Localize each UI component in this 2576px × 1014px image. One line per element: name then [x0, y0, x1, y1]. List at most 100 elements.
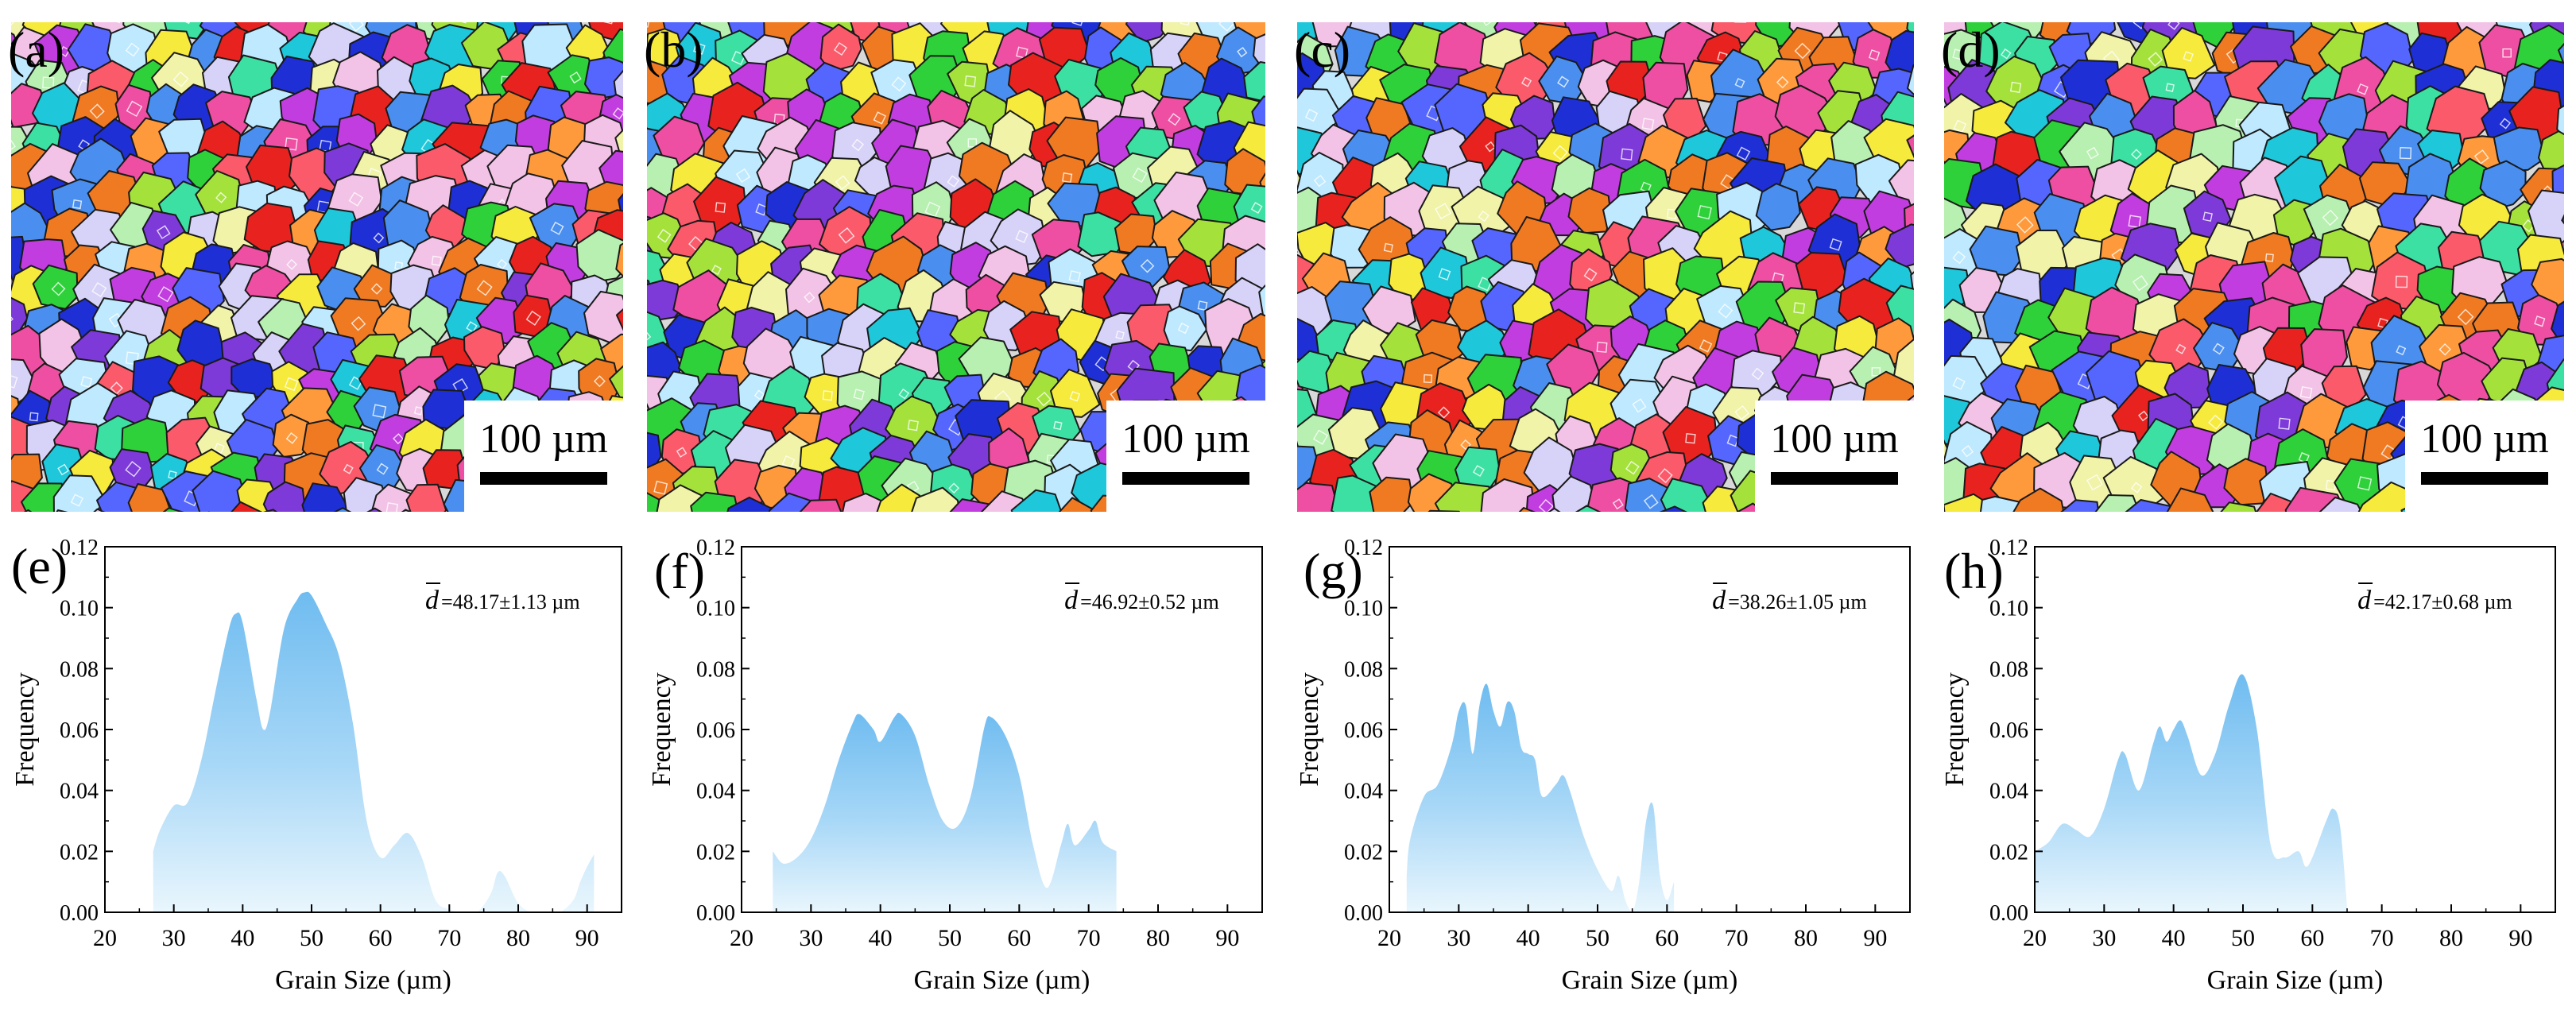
grain: [609, 530, 656, 575]
orientation-cube: [2165, 83, 2175, 92]
grain: [1888, 159, 1914, 208]
mean-value: =46.92±0.52 µm: [1080, 590, 1219, 613]
orientation-cube: [370, 283, 383, 295]
scale-bar-label: 100 µm: [2420, 416, 2548, 462]
distribution-chart: 20 30 40 50 60 70 80 90 0.00 0.02 0.04 0.06 0.08 0.10…: [1295, 536, 1911, 995]
orientation-cube: [2138, 410, 2149, 422]
orientation-cube: [2502, 48, 2512, 58]
grain: [2508, 525, 2555, 575]
orientation-cube: [2175, 343, 2187, 354]
orientation-cube: [1752, 564, 1767, 579]
grain: [366, 507, 383, 512]
grain: [2094, 494, 2140, 512]
orientation-cube: [1313, 174, 1327, 188]
orientation-cube: [1657, 468, 1673, 484]
grain: [927, 523, 970, 568]
grain: [1299, 22, 1303, 23]
orientation-cube: [1793, 302, 1806, 314]
orientation-cube: [657, 228, 672, 243]
orientation-cube: [110, 22, 123, 24]
orientation-cube: [1312, 429, 1329, 445]
grain: [1142, 527, 1195, 579]
orientation-cube: [11, 310, 14, 327]
orientation-cube: [1036, 391, 1052, 407]
grain: [1074, 0, 1116, 6]
y-tick-label: 0.10: [1344, 597, 1383, 621]
orientation-cube: [525, 310, 541, 326]
grain: [134, 543, 175, 585]
scale-bar-label: 100 µm: [1121, 416, 1249, 462]
orientation-cube: [2493, 510, 2507, 512]
grain: [232, 537, 276, 582]
grain: [1230, 532, 1273, 575]
x-tick-label: 20: [1377, 925, 1401, 951]
orientation-cube: [2202, 211, 2213, 222]
grain: [2014, 0, 2065, 7]
grain: [1586, 0, 1637, 16]
orientation-cube: [2457, 308, 2474, 326]
grain: [2060, 499, 2100, 512]
grain: [864, 0, 907, 11]
orientation-cube: [348, 22, 364, 32]
x-tick-label: 60: [1007, 925, 1031, 951]
grain: [401, 509, 412, 512]
grain: [456, 516, 506, 557]
orientation-cube: [1015, 230, 1028, 243]
orientation-cube: [693, 42, 706, 55]
orientation-cube: [1276, 373, 1287, 385]
grain: [892, 0, 933, 9]
grain: [1877, 22, 1883, 25]
x-tick-label: 30: [1447, 925, 1470, 951]
orientation-cube: [1262, 518, 1273, 528]
grain: [95, 544, 140, 586]
grain: [575, 229, 623, 283]
x-tick-label: 70: [1077, 925, 1101, 951]
grain: [293, 542, 343, 592]
grain: [76, 0, 118, 7]
grain: [1874, 522, 1931, 578]
x-tick-label: 20: [93, 925, 117, 951]
grain: [566, 0, 617, 15]
orientation-cube: [2241, 542, 2253, 554]
orientation-cube: [1625, 460, 1640, 475]
orientation-cube: [2357, 476, 2373, 491]
grain: [2142, 532, 2198, 584]
grain: [2558, 42, 2564, 68]
grain: [1979, 495, 2024, 512]
y-tick-label: 0.12: [696, 536, 735, 560]
grain: [1693, 534, 1747, 593]
distribution-chart: 20 30 40 50 60 70 80 90 0.00 0.02 0.04 0.06 0.08 0.10…: [647, 536, 1263, 995]
orientation-cube: [1016, 46, 1028, 59]
grain: [1906, 134, 1914, 159]
grain: [1252, 0, 1294, 17]
orientation-cube: [898, 388, 910, 400]
grain: [2409, 525, 2467, 579]
grain: [2331, 0, 2377, 11]
orientation-cube: [456, 22, 469, 24]
grain: [1943, 0, 1989, 13]
x-tick-label: 40: [1517, 925, 1540, 951]
scale-bar-box: [1106, 401, 1265, 512]
grain: [1890, 0, 1949, 14]
grain: [1411, 538, 1458, 590]
orientation-cube: [2034, 516, 2042, 524]
orientation-cube: [1478, 277, 1493, 292]
y-tick-label: 0.12: [60, 536, 99, 560]
grain: [613, 541, 659, 590]
orientation-cube: [348, 376, 363, 390]
orientation-cube: [1268, 495, 1280, 507]
orientation-cube: [1237, 46, 1248, 58]
grain: [823, 0, 870, 10]
orientation-cube: [1218, 22, 1235, 32]
grain: [1521, 0, 1566, 15]
grain: [1480, 478, 1535, 512]
grain: [1433, 539, 1490, 595]
orientation-cube: [967, 138, 978, 148]
grain: [1509, 548, 1565, 599]
grain: [1575, 505, 1602, 512]
orientation-cube: [907, 420, 919, 432]
orientation-cube: [1953, 119, 1967, 134]
orientation-cube: [1168, 113, 1181, 126]
orientation-cube: [125, 42, 140, 57]
orientation-cube: [1271, 484, 1284, 497]
